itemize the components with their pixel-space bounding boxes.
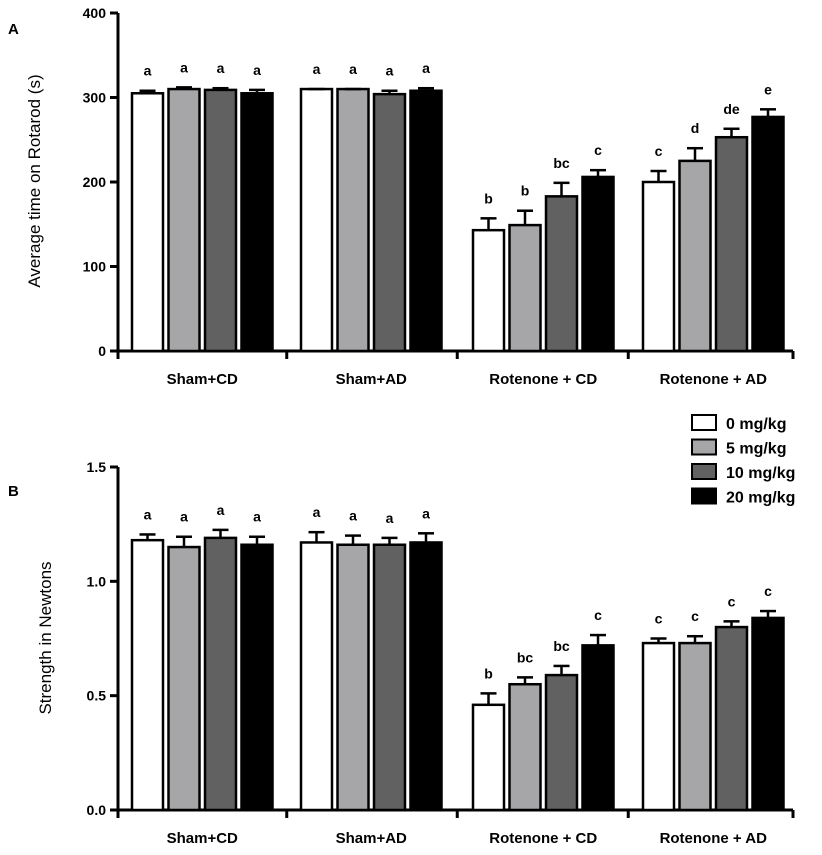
panel-b-significance-label: a	[313, 504, 321, 520]
panel-a-significance-label: a	[144, 63, 152, 79]
panel-b-category-label: Rotenone + AD	[660, 830, 768, 847]
panel-a-significance-label: c	[594, 142, 602, 158]
panel-b-y-tick-label: 1.0	[87, 573, 107, 589]
panel-b-significance-label: c	[655, 611, 663, 627]
panel-a-bar	[751, 115, 785, 353]
panel-a-bar	[409, 89, 443, 353]
panel-b-bar	[336, 543, 370, 812]
panel-b-significance-label: c	[594, 607, 602, 623]
panel-a-significance-label: a	[386, 63, 394, 79]
panel-a-bar	[130, 92, 165, 353]
panel-a-significance-label: a	[349, 61, 357, 77]
panel-b-bar	[544, 673, 579, 812]
legend-label: 10 mg/kg	[726, 465, 795, 482]
legend-label: 5 mg/kg	[726, 441, 786, 458]
panel-b-bar	[167, 545, 201, 812]
panel-a-bar	[544, 195, 579, 353]
panel-b-bar	[240, 543, 274, 812]
panel-a-y-tick-label: 400	[83, 5, 107, 21]
panel-b-bar	[678, 641, 712, 812]
panel-a-bar	[678, 159, 712, 353]
panel-b-significance-label: bc	[553, 638, 570, 654]
panel-b-bar	[409, 541, 443, 812]
panel-a-bar	[641, 180, 676, 353]
legend-label: 20 mg/kg	[726, 490, 795, 507]
panel-b-significance-label: a	[386, 510, 394, 526]
panel-a-bar	[167, 87, 201, 353]
legend-swatch	[691, 414, 717, 431]
panel-a-significance-label: c	[655, 143, 663, 159]
panel-b-significance-label: a	[253, 509, 261, 525]
legend: 0 mg/kg 5 mg/kg 10 mg/kg 20 mg/kg	[691, 414, 795, 507]
panel-a-significance-label: b	[484, 190, 493, 206]
panel-a-significance-label: e	[764, 81, 772, 97]
panel-a-bar	[508, 223, 542, 353]
panel-a-significance-label: a	[422, 60, 430, 76]
panel-a-letter: A	[8, 21, 19, 38]
panel-a-category-label: Sham+CD	[167, 371, 238, 388]
panel-a-bar	[240, 92, 274, 353]
panel-b-significance-label: c	[764, 583, 772, 599]
panel-a-bar	[299, 87, 334, 353]
panel-b-bar	[299, 541, 334, 812]
panel-a-bar	[714, 135, 749, 353]
panel-b-category-label: Rotenone + CD	[489, 830, 597, 847]
panel-b-ylabel: Strength in Newtons	[36, 561, 55, 714]
panel-a-y-tick-label: 0	[98, 343, 106, 359]
panel-b-plot: 0.0 0.5 1.0 1.5 Sham+CD Sham+AD Rotenone + CD R…	[87, 459, 795, 847]
panel-a-significance-label: a	[313, 61, 321, 77]
panel-a-significance-label: a	[180, 59, 188, 75]
panel-b-bar	[130, 538, 165, 812]
panel-a-bar	[203, 88, 238, 353]
panel-a-y-tick-label: 100	[83, 259, 107, 275]
panel-a-y-tick-label: 300	[83, 90, 107, 106]
panel-a-bar	[336, 87, 370, 353]
panel-a-significance-label: b	[521, 183, 530, 199]
panel-b-significance-label: a	[180, 509, 188, 525]
panel-b-significance-label: c	[728, 593, 736, 609]
panel-a-significance-label: a	[217, 60, 225, 76]
panel-b-bar	[471, 703, 506, 812]
panel-b-significance-label: b	[484, 665, 493, 681]
panel-b-letter: B	[8, 483, 19, 500]
panel-b-bar	[714, 625, 749, 812]
panel-a-category-label: Rotenone + CD	[489, 371, 597, 388]
legend-swatch	[691, 438, 717, 456]
panel-b-y-tick-label: 0.5	[87, 688, 107, 704]
panel-b-significance-label: c	[691, 608, 699, 624]
legend-swatch	[691, 463, 717, 480]
panel-a-significance-label: bc	[553, 155, 570, 171]
panel-a-category-label: Rotenone + AD	[660, 371, 768, 388]
panel-a-significance-label: de	[723, 101, 740, 117]
panel-a-significance-label: a	[253, 62, 261, 78]
panel-a-y-tick-label: 200	[83, 174, 107, 190]
panel-b-bar	[203, 536, 238, 812]
legend-label: 0 mg/kg	[726, 416, 786, 433]
panel-b-bar	[372, 543, 407, 812]
panel-b-significance-label: a	[349, 508, 357, 524]
panel-b-bar	[508, 682, 542, 812]
panel-b-bar	[641, 641, 676, 812]
panel-b-significance-label: a	[144, 506, 152, 522]
panel-a-bar	[471, 228, 506, 353]
panel-b-bar	[751, 616, 785, 812]
panel-a-plot: 0 100 200 300 400 Sham+CD Sham+AD Rotenone + CD…	[83, 5, 795, 388]
panel-a-bar	[372, 92, 407, 353]
panel-b-significance-label: a	[422, 505, 430, 521]
panel-b-category-label: Sham+CD	[167, 830, 238, 847]
panel-b-y-tick-label: 0.0	[87, 802, 107, 818]
panel-b-significance-label: a	[217, 502, 225, 518]
panel-a-category-label: Sham+AD	[336, 371, 407, 388]
panel-b-bar	[581, 644, 615, 812]
panel-a-significance-label: d	[691, 120, 700, 136]
legend-swatch	[691, 487, 717, 505]
panel-b-significance-label: bc	[517, 649, 534, 665]
panel-a-bar	[581, 175, 615, 353]
panel-b-category-label: Sham+AD	[336, 830, 407, 847]
panel-b-y-tick-label: 1.5	[87, 459, 107, 475]
panel-a-ylabel: Average time on Rotarod (s)	[25, 74, 44, 287]
